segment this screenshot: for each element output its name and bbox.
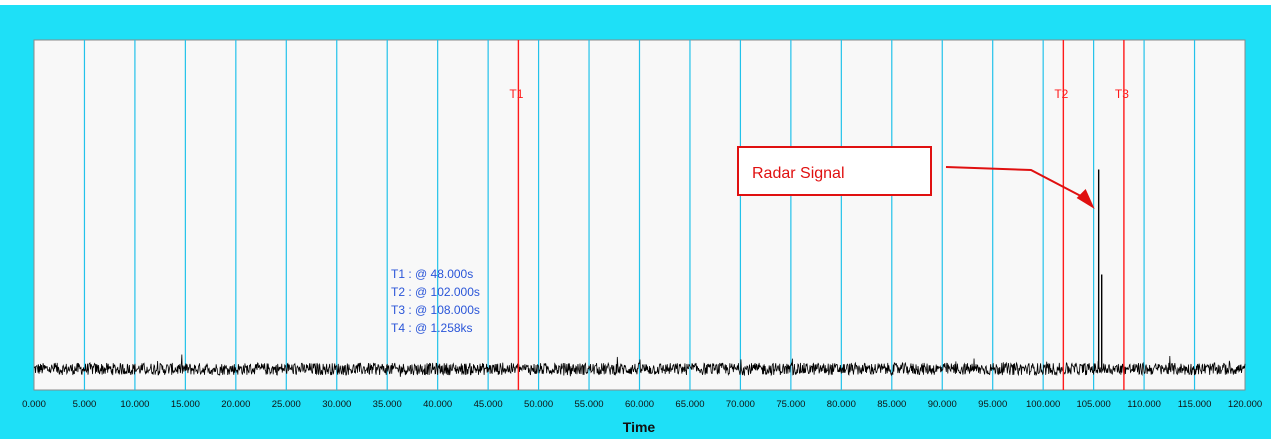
readout-line: T4 : @ 1.258ks — [391, 321, 473, 335]
readout-line: T3 : @ 108.000s — [391, 303, 480, 317]
x-tick-label: 120.000 — [1228, 399, 1262, 410]
x-tick-label: 75.000 — [776, 399, 805, 410]
x-tick-label: 80.000 — [827, 399, 856, 410]
cursor-label-t2: T2 — [1054, 87, 1068, 101]
annotation-arrow-head — [1076, 189, 1095, 209]
x-tick-label: 45.000 — [474, 399, 503, 410]
x-tick-label: 95.000 — [978, 399, 1007, 410]
x-tick-labels: 0.000 5.000 10.000 15.000 20.000 25.000 30.000… — [22, 399, 1262, 410]
x-tick-label: 40.000 — [423, 399, 452, 410]
signal-trace — [33, 169, 1246, 377]
x-tick-label: 15.000 — [171, 399, 200, 410]
cursor-lines: T1 T2 T3 — [509, 40, 1129, 390]
x-tick-label: 35.000 — [373, 399, 402, 410]
readout-line: T2 : @ 102.000s — [391, 285, 480, 299]
x-tick-label: 60.000 — [625, 399, 654, 410]
x-tick-label: 90.000 — [928, 399, 957, 410]
x-tick-label: 20.000 — [221, 399, 250, 410]
radar-signal-annotation: Radar Signal — [737, 146, 1095, 209]
x-tick-label: 70.000 — [726, 399, 755, 410]
annotation-box — [737, 146, 932, 196]
x-axis-title: Time — [623, 419, 656, 435]
x-tick-label: 55.000 — [575, 399, 604, 410]
annotation-label: Radar Signal — [752, 165, 845, 182]
x-tick-label: 50.000 — [524, 399, 553, 410]
cursor-readout: T1 : @ 48.000s T2 : @ 102.000s T3 : @ 108.… — [391, 267, 480, 335]
noise-trace — [33, 354, 1246, 377]
grid-lines — [83, 40, 1196, 390]
cursor-label-t3: T3 — [1115, 87, 1129, 101]
cursor-label-t1: T1 — [509, 87, 523, 101]
x-tick-label: 25.000 — [272, 399, 301, 410]
x-tick-label: 85.000 — [877, 399, 906, 410]
x-tick-label: 110.000 — [1127, 399, 1161, 410]
x-tick-label: 30.000 — [322, 399, 351, 410]
annotation-arrow-line — [945, 166, 1084, 198]
x-tick-label: 5.000 — [73, 399, 97, 410]
x-tick-label: 65.000 — [675, 399, 704, 410]
x-tick-label: 105.000 — [1076, 399, 1110, 410]
x-tick-label: 0.000 — [22, 399, 46, 410]
x-tick-label: 10.000 — [120, 399, 149, 410]
x-tick-label: 115.000 — [1178, 399, 1212, 410]
readout-line: T1 : @ 48.000s — [391, 267, 473, 281]
x-tick-label: 100.000 — [1026, 399, 1060, 410]
